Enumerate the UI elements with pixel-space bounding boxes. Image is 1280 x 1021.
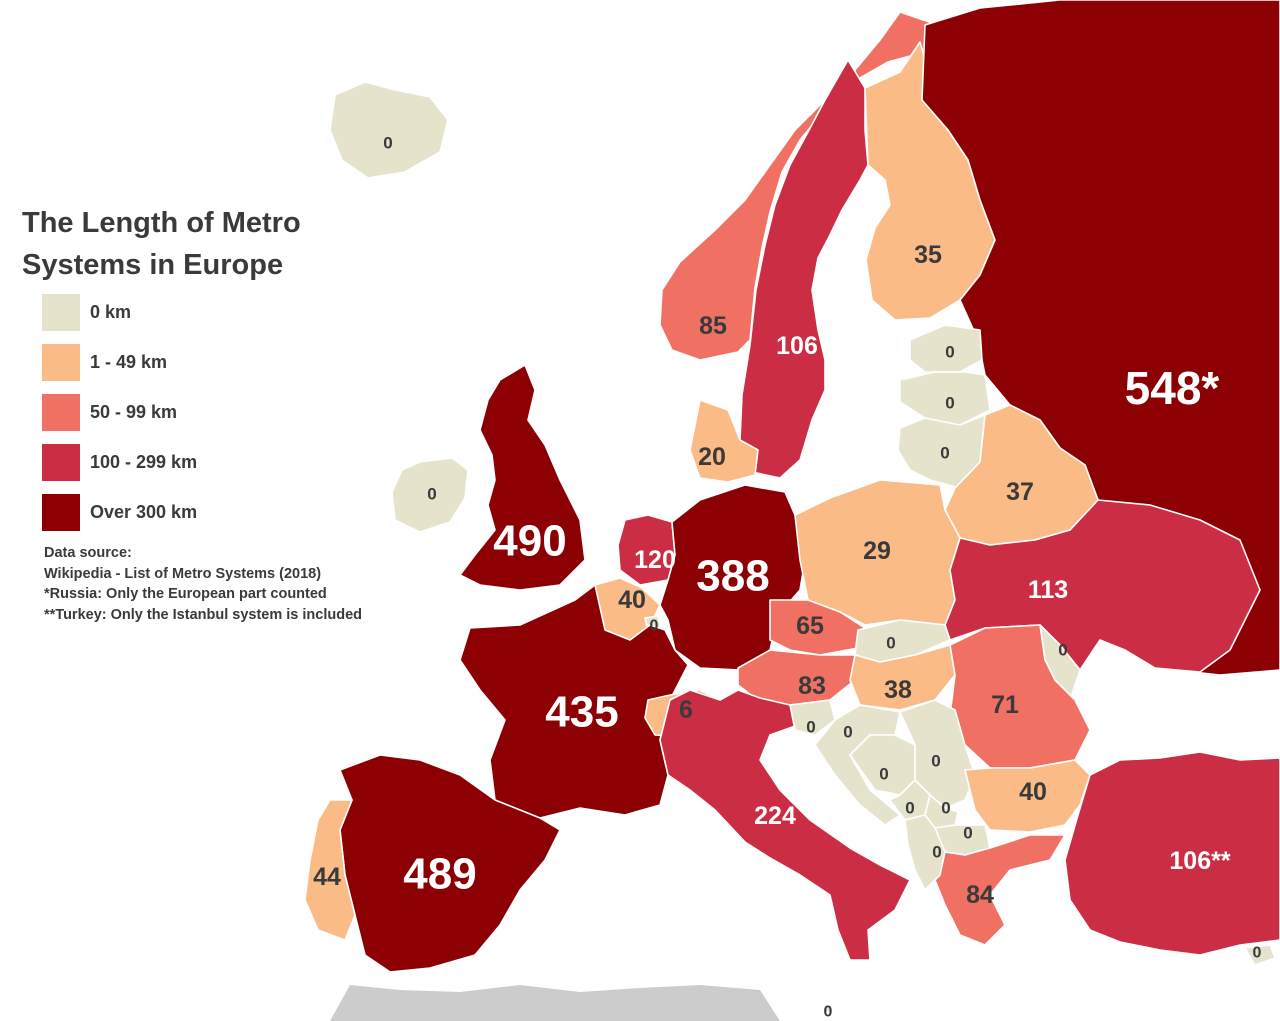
value-label-sweden: 106 bbox=[776, 332, 818, 360]
country-ireland bbox=[391, 457, 469, 533]
country-slovenia bbox=[789, 699, 836, 736]
legend-label-50-99km: 50 - 99 km bbox=[90, 402, 178, 422]
value-label-hungary: 38 bbox=[884, 676, 912, 704]
data-source-heading: Data source: bbox=[44, 545, 132, 561]
value-label-uk: 490 bbox=[493, 517, 566, 566]
value-label-iceland: 0 bbox=[383, 134, 392, 153]
north-africa-land bbox=[330, 985, 780, 1021]
value-label-poland: 29 bbox=[863, 537, 891, 565]
value-label-switzerland: 6 bbox=[679, 696, 693, 724]
value-label-lithuania: 0 bbox=[940, 444, 949, 463]
legend-item-over-300km: Over 300 km bbox=[42, 494, 197, 531]
country-serbia bbox=[899, 699, 976, 809]
country-italy bbox=[659, 689, 911, 961]
value-label-finland: 35 bbox=[914, 241, 942, 269]
value-label-latvia: 0 bbox=[945, 394, 954, 413]
value-label-italy: 224 bbox=[754, 802, 796, 830]
note-russia: *Russia: Only the European part counted bbox=[44, 586, 327, 602]
value-label-croatia: 0 bbox=[843, 723, 852, 742]
country-iceland bbox=[329, 81, 449, 179]
legend-swatch-0km bbox=[42, 294, 80, 331]
value-label-belarus: 37 bbox=[1006, 478, 1034, 506]
value-label-ukraine: 113 bbox=[1028, 576, 1068, 604]
note-turkey: **Turkey: Only the Istanbul system is in… bbox=[44, 606, 363, 623]
value-label-estonia: 0 bbox=[945, 343, 954, 362]
value-label-russia: 548* bbox=[1125, 362, 1220, 414]
country-estonia bbox=[909, 324, 983, 373]
country-denmark bbox=[689, 399, 759, 483]
value-label-turkey: 106** bbox=[1169, 847, 1230, 875]
legend-item-0km: 0 km bbox=[42, 294, 197, 331]
legend-item-100-299km: 100 - 299 km bbox=[42, 444, 197, 481]
legend-label-1-49km: 1 - 49 km bbox=[90, 352, 168, 372]
value-label-montenegro: 0 bbox=[905, 799, 914, 818]
data-source-line: Wikipedia - List of Metro Systems (2018) bbox=[44, 565, 322, 582]
value-label-spain: 489 bbox=[403, 850, 476, 899]
value-label-serbia: 0 bbox=[931, 752, 940, 771]
legend-label-0km: 0 km bbox=[90, 302, 132, 322]
value-label-czechia: 65 bbox=[796, 612, 824, 640]
value-label-belgium: 40 bbox=[618, 586, 646, 614]
legend-item-1-49km: 1 - 49 km bbox=[42, 344, 197, 381]
country-uk bbox=[459, 364, 586, 591]
country-turkey bbox=[1064, 751, 1280, 956]
legend-item-50-99km: 50 - 99 km bbox=[42, 394, 197, 431]
legend-swatch-1-49km bbox=[42, 344, 80, 381]
value-label-netherlands: 120 bbox=[634, 546, 676, 574]
value-label-portugal: 44 bbox=[313, 863, 341, 891]
legend: 0 km 1 - 49 km 50 - 99 km 100 - 299 km O… bbox=[42, 294, 197, 544]
country-cyprus bbox=[1244, 944, 1276, 966]
country-latvia bbox=[899, 371, 991, 426]
value-label-greece: 84 bbox=[966, 881, 994, 909]
value-label-norway: 85 bbox=[699, 312, 727, 340]
country-austria bbox=[737, 649, 859, 706]
legend-swatch-50-99km bbox=[42, 394, 80, 431]
value-label-luxembourg: 0 bbox=[650, 618, 659, 635]
data-source: Data source: Wikipedia - List of Metro S… bbox=[44, 543, 362, 625]
country-malta bbox=[824, 1004, 833, 1013]
value-label-austria: 83 bbox=[798, 672, 826, 700]
value-label-bosnia: 0 bbox=[879, 765, 888, 784]
map-title: The Length of Metro Systems in Europe bbox=[22, 202, 352, 286]
value-label-cyprus: 0 bbox=[1253, 945, 1262, 962]
value-label-albania: 0 bbox=[932, 843, 941, 862]
country-greece bbox=[934, 834, 1066, 946]
value-label-moldova: 0 bbox=[1058, 641, 1067, 660]
legend-swatch-100-299km bbox=[42, 444, 80, 481]
value-label-malta: 0 bbox=[824, 1004, 833, 1021]
value-label-romania: 71 bbox=[991, 691, 1019, 719]
legend-label-100-299km: 100 - 299 km bbox=[90, 452, 198, 472]
value-label-slovenia: 0 bbox=[806, 718, 815, 737]
legend-swatch-over-300km bbox=[42, 494, 80, 531]
value-label-bulgaria: 40 bbox=[1019, 778, 1047, 806]
country-hungary bbox=[849, 644, 956, 711]
value-label-slovakia: 0 bbox=[886, 634, 895, 653]
value-label-denmark: 20 bbox=[698, 443, 726, 471]
value-label-kosovo: 0 bbox=[941, 799, 950, 818]
value-label-france: 435 bbox=[545, 688, 618, 737]
country-bulgaria bbox=[964, 759, 1091, 833]
value-label-macedonia: 0 bbox=[963, 824, 972, 843]
value-label-ireland: 0 bbox=[427, 485, 436, 504]
value-label-germany: 388 bbox=[696, 552, 769, 601]
map-title-line-1: The Length of Metro bbox=[22, 207, 301, 239]
legend-label-over-300km: Over 300 km bbox=[90, 502, 198, 522]
country-sweden bbox=[739, 59, 869, 479]
map-title-line-2: Systems in Europe bbox=[22, 249, 284, 281]
country-portugal bbox=[304, 799, 356, 941]
